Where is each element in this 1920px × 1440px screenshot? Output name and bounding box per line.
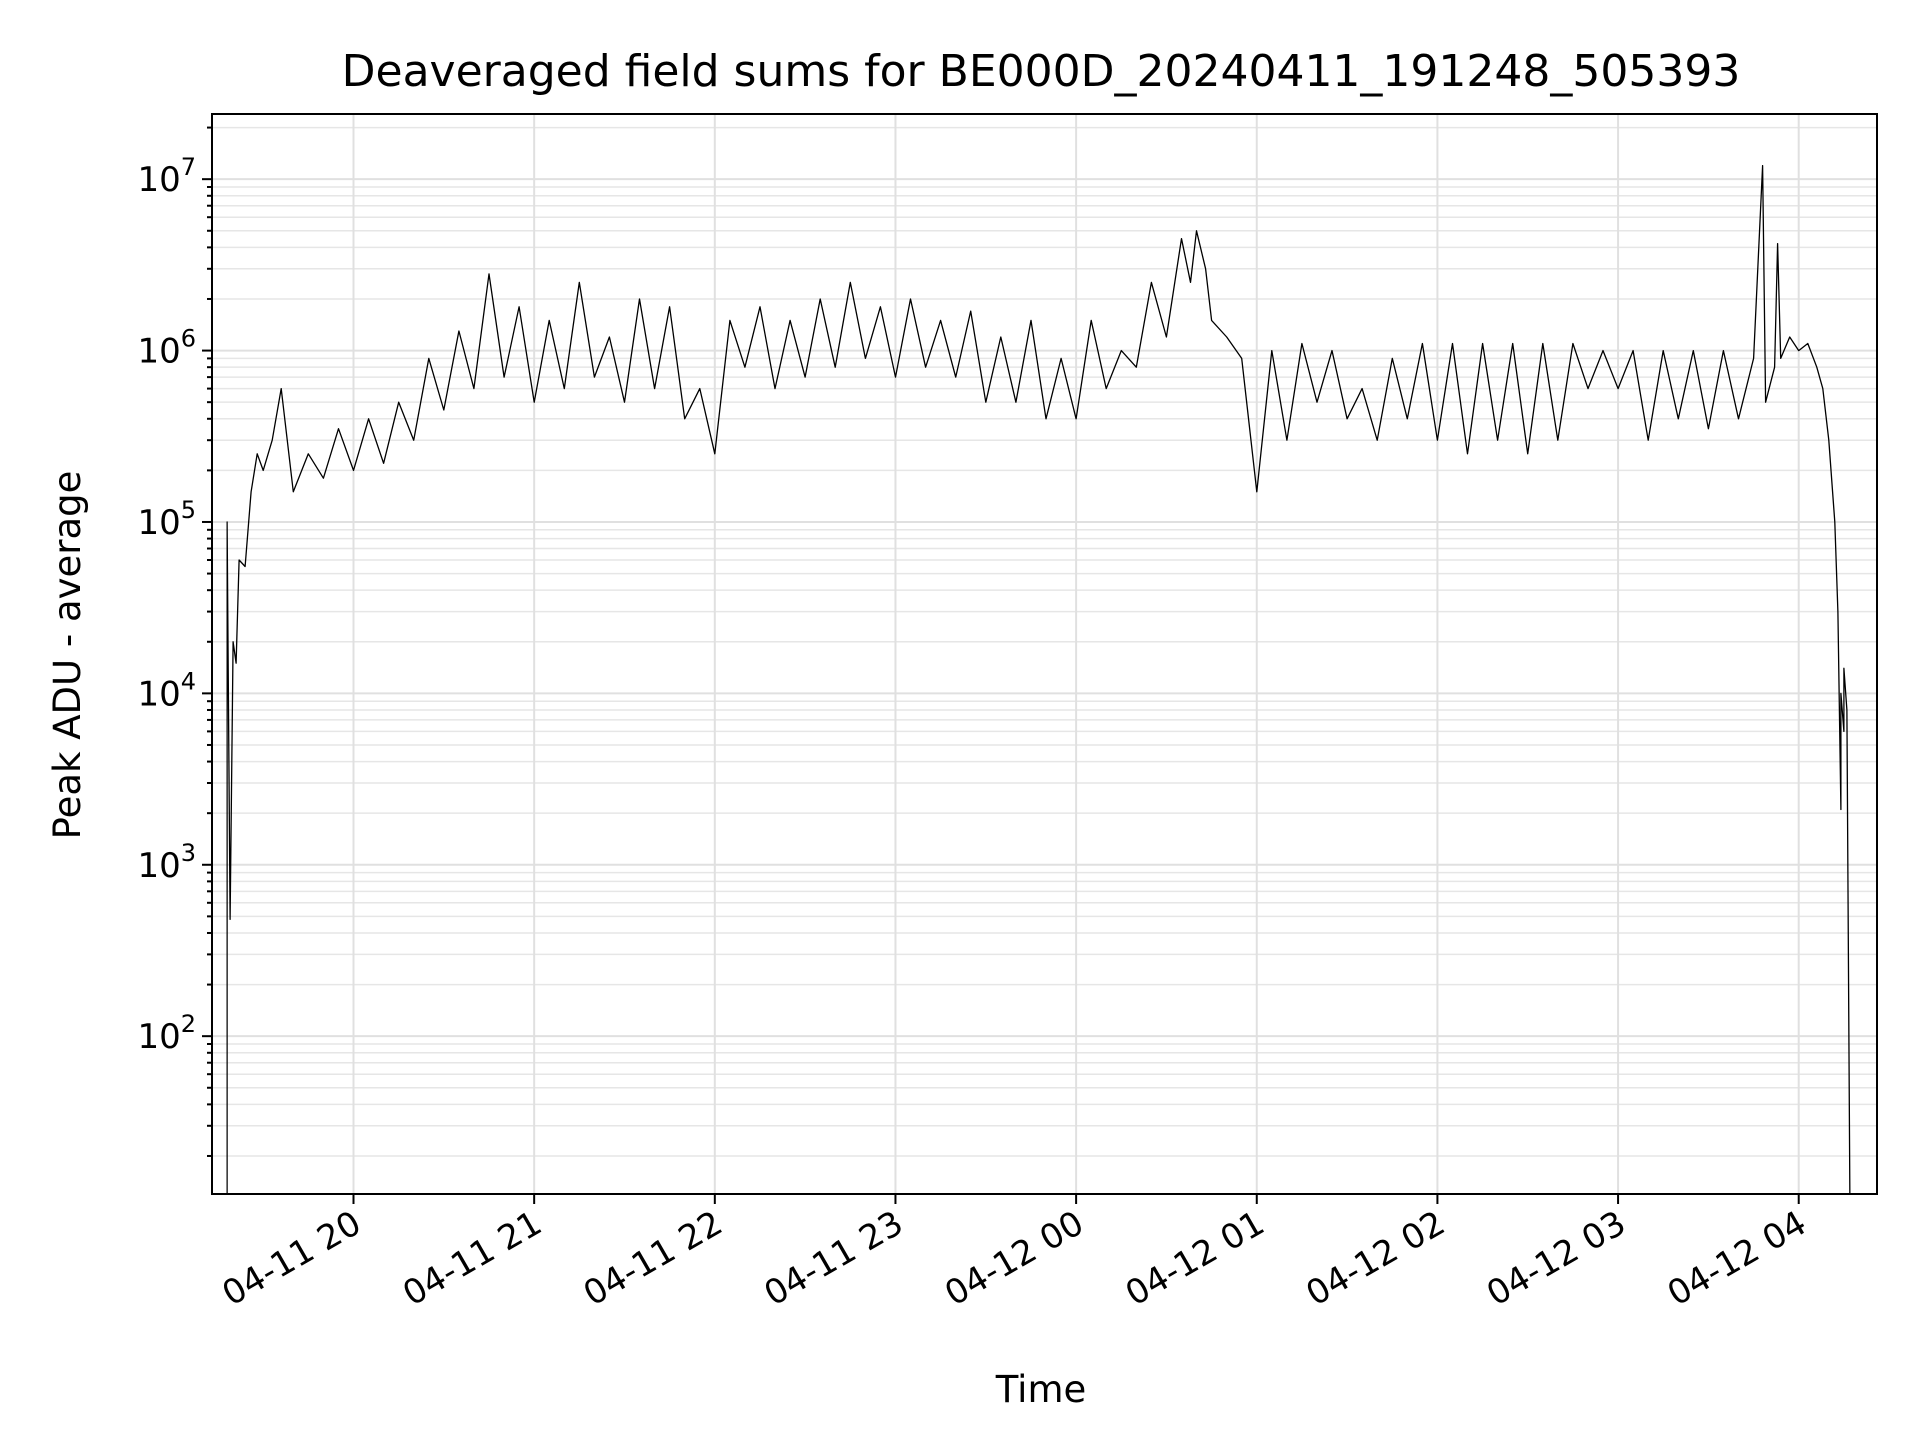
x-tick-label: 04-11 22: [577, 1203, 729, 1314]
plot-frame: [211, 113, 1878, 1195]
y-tick-base: 10: [137, 332, 180, 372]
y-tick-base: 10: [137, 503, 180, 543]
x-tick-label: 04-12 01: [1119, 1203, 1271, 1314]
y-tick-base: 10: [137, 674, 180, 714]
x-tick-label: 04-12 03: [1480, 1203, 1632, 1314]
y-tick-label: 103: [137, 839, 196, 886]
chart-title: Deaveraged field sums for BE000D_2024041…: [342, 46, 1741, 97]
y-tick-label: 107: [137, 153, 196, 200]
x-tick-label: 04-11 21: [396, 1203, 548, 1314]
x-axis-label: Time: [995, 1368, 1087, 1411]
y-tick-label: 106: [137, 325, 196, 372]
y-tick-exponent: 5: [181, 496, 196, 524]
series-layer: [227, 166, 1850, 1202]
y-tick-exponent: 6: [181, 325, 196, 353]
y-tick-base: 10: [137, 846, 180, 886]
minor-gridlines: [212, 126, 1877, 1157]
x-axis-ticks: 04-11 20 04-11 21 04-11 22 04-11 23 04-12 00…: [216, 1194, 1813, 1314]
y-tick-label: 104: [137, 667, 196, 714]
x-tick-label: 04-12 02: [1300, 1203, 1452, 1314]
x-tick-label: 04-12 04: [1661, 1203, 1813, 1314]
y-tick-exponent: 2: [181, 1010, 196, 1038]
x-tick-label: 04-12 00: [938, 1203, 1090, 1314]
y-tick-label: 105: [137, 496, 196, 543]
y-axis-label: Peak ADU - average: [46, 471, 89, 840]
y-tick-exponent: 7: [181, 153, 196, 181]
x-tick-label: 04-11 23: [758, 1203, 910, 1314]
major-gridlines: [212, 114, 1877, 1194]
y-tick-base: 10: [137, 1017, 180, 1057]
x-tick-label: 04-11 20: [216, 1203, 368, 1314]
y-tick-base: 10: [137, 160, 180, 200]
y-tick-label: 102: [137, 1010, 196, 1057]
series-line-0: [227, 166, 1850, 1202]
y-tick-exponent: 3: [181, 839, 196, 867]
y-tick-exponent: 4: [181, 667, 196, 695]
